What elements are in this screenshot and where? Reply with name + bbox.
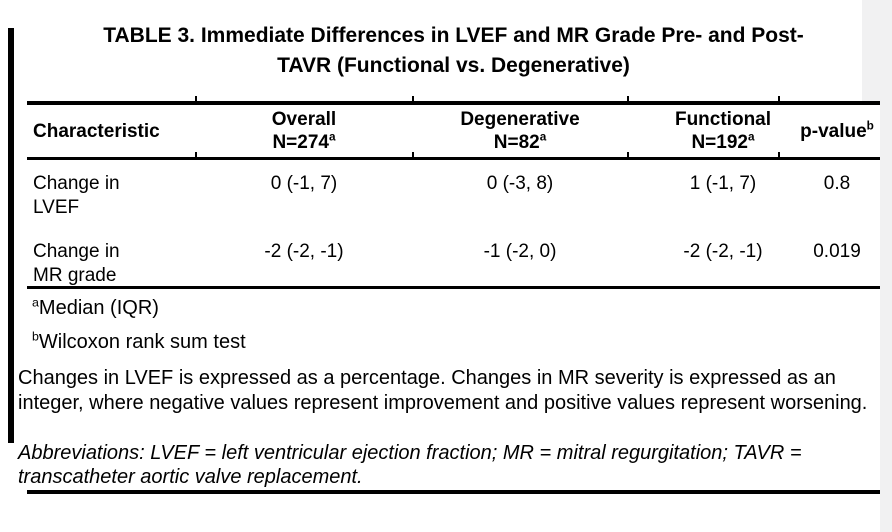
- table-title-line2: TAVR (Functional vs. Degenerative): [277, 54, 630, 77]
- footnote-b-marker: b: [32, 329, 39, 344]
- note-abbreviations: Abbreviations: LVEF = left ventricular e…: [18, 442, 802, 488]
- cell-degenerative: 0 (-3, 8): [486, 173, 554, 194]
- table-rule-below-header: [27, 157, 880, 160]
- header-characteristic: Characteristic: [33, 120, 160, 142]
- cell-degenerative: -1 (-2, 0): [483, 241, 557, 262]
- header-overall-sup: a: [328, 130, 336, 144]
- header-degenerative: Degenerative N=82a: [412, 108, 628, 154]
- header-overall-n-value: N=274: [272, 132, 329, 153]
- cell-overall: -2 (-2, -1): [264, 241, 344, 262]
- footnote-wilcoxon: bWilcoxon rank sum test: [32, 329, 246, 354]
- footnote-b-text: Wilcoxon rank sum test: [38, 331, 246, 353]
- table-header-row: Characteristic Overall N=274a Degenerati…: [27, 105, 880, 157]
- header-degenerative-n-value: N=82: [493, 132, 540, 153]
- header-functional: Functional N=192a: [628, 108, 794, 154]
- column-tick: [627, 96, 629, 101]
- header-overall-label: Overall: [271, 109, 337, 130]
- table-row-change-in-lvef: Change in LVEF 0 (-1, 7) 0 (-3, 8) 1 (-1…: [27, 172, 880, 220]
- app-background-top-right: [862, 0, 892, 101]
- margin-change-bar: [8, 28, 14, 443]
- header-degenerative-label: Degenerative: [460, 109, 580, 130]
- row-label-line2: MR grade: [33, 265, 117, 286]
- cell-functional: -2 (-2, -1): [683, 241, 763, 262]
- table-rule-top: [27, 101, 880, 105]
- header-degenerative-sup: a: [539, 130, 547, 144]
- cell-functional: 1 (-1, 7): [689, 173, 757, 194]
- cell-overall: 0 (-1, 7): [270, 173, 338, 194]
- cell-pvalue: 0.019: [813, 241, 861, 262]
- header-functional-n: N=192a: [652, 131, 794, 154]
- column-tick: [627, 152, 629, 157]
- footnote-a-marker: a: [32, 295, 39, 310]
- app-background-right-edge: [880, 101, 892, 532]
- table-row-change-in-mr-grade: Change in MR grade -2 (-2, -1) -1 (-2, 0…: [27, 240, 880, 288]
- table-title: TABLE 3. Immediate Differences in LVEF a…: [27, 21, 880, 81]
- header-functional-label: Functional: [674, 109, 772, 130]
- table-rule-bottom: [27, 490, 880, 494]
- column-tick: [412, 96, 414, 101]
- footnote-a-text: Median (IQR): [38, 297, 159, 319]
- row-label: Change in LVEF: [27, 172, 196, 220]
- header-overall: Overall N=274a: [196, 108, 412, 154]
- header-pvalue-label: p-value: [800, 120, 867, 142]
- header-pvalue-sup: b: [866, 119, 874, 133]
- row-label-line1: Change in: [33, 173, 120, 194]
- header-functional-sup: a: [747, 130, 755, 144]
- row-label-line1: Change in: [33, 241, 120, 262]
- column-tick: [778, 96, 780, 101]
- header-overall-n: N=274a: [196, 131, 412, 154]
- header-functional-n-value: N=192: [691, 132, 748, 153]
- header-pvalue: p-valueb: [794, 120, 880, 143]
- column-tick: [195, 152, 197, 157]
- header-degenerative-n: N=82a: [412, 131, 628, 154]
- column-tick: [412, 152, 414, 157]
- column-tick: [195, 96, 197, 101]
- row-label: Change in MR grade: [27, 240, 196, 288]
- footnote-median-iqr: aMedian (IQR): [32, 295, 159, 320]
- note-expression: Changes in LVEF is expressed as a percen…: [18, 367, 868, 414]
- column-tick: [778, 152, 780, 157]
- table-title-line1: TABLE 3. Immediate Differences in LVEF a…: [103, 24, 804, 47]
- table-rule-below-body: [27, 286, 880, 289]
- cell-pvalue: 0.8: [823, 173, 851, 194]
- row-label-line2: LVEF: [33, 197, 80, 218]
